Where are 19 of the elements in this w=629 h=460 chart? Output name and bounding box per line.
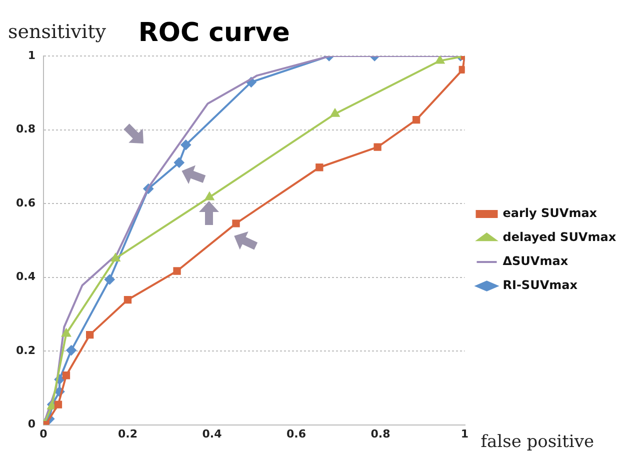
chart-title: ROC curve (138, 18, 290, 48)
y-tick-label: 0.2 (16, 344, 36, 357)
x-tick-label: 1 (460, 427, 469, 440)
legend-label: RI-SUVmax (502, 278, 578, 292)
x-tick-label: 0.6 (286, 427, 306, 440)
x-tick-label: 0.4 (202, 427, 222, 440)
y-tick-label: 0.4 (16, 270, 36, 284)
legend-label: ΔSUVmax (502, 254, 568, 268)
y-axis-title: sensitivity (8, 21, 106, 43)
x-tick-label: 0 (40, 427, 48, 440)
y-tick-label: 0 (28, 418, 36, 431)
x-axis-title: false positive (480, 432, 594, 452)
y-tick-label: 1 (28, 48, 36, 62)
y-tick-label: 0.6 (16, 196, 36, 210)
y-tick-label: 0.8 (16, 122, 36, 136)
legend-label: delayed SUVmax (502, 230, 616, 244)
x-tick-label: 0.8 (370, 427, 390, 440)
legend-label: early SUVmax (502, 206, 598, 220)
x-tick-label: 0.2 (118, 427, 138, 440)
